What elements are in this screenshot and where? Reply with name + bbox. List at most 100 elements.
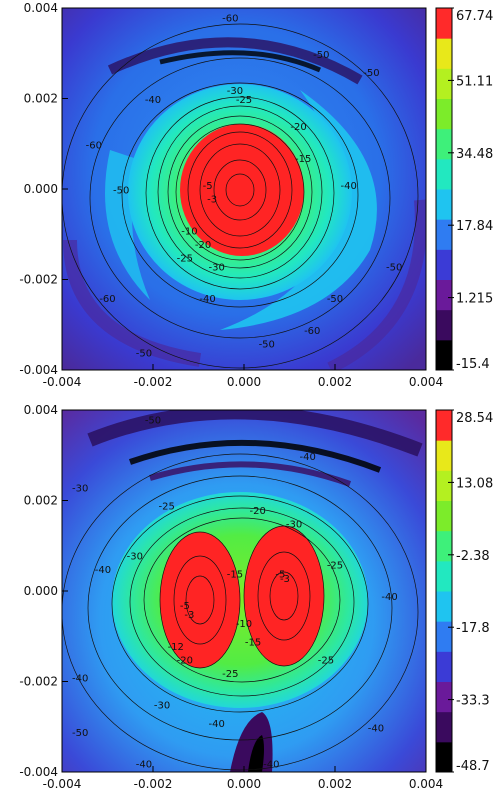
colorbar-tick-label: 51.11: [456, 74, 493, 89]
colorbar-segment: [436, 8, 452, 39]
contour-label: -3: [184, 610, 194, 621]
y-tick-label: -0.004: [19, 363, 58, 377]
panel-1-contour-labels: -60-50-50-40-60-50-30-25-20-15-40-5-3-10…: [86, 14, 403, 360]
colorbar-segment: [436, 530, 452, 562]
panel-1-plot-area: -60-50-50-40-60-50-30-25-20-15-40-5-3-10…: [62, 8, 426, 370]
panel-1-colorbar: 67.74 51.11 34.48 17.84 1.215 -15.4: [435, 7, 493, 372]
contour-label: -5: [275, 569, 285, 580]
contour-label: -3: [207, 195, 217, 206]
contour-label: -25: [236, 95, 252, 106]
contour-label: -40: [199, 294, 215, 305]
colorbar-tick-label: -15.4: [456, 357, 490, 372]
colorbar-segment: [436, 651, 452, 682]
contour-label: -40: [340, 181, 356, 192]
colorbar-segment: [436, 591, 452, 622]
contour-label: -30: [209, 262, 225, 273]
contour-label: -30: [72, 483, 88, 494]
contour-label: -50: [136, 348, 152, 359]
x-tick-label: -0.002: [134, 375, 173, 389]
panel-2-contour-labels: -50-40-30-25 -20-30-30-40 -15-25-5-3-40-5-…: [72, 416, 398, 771]
contour-label: -50: [113, 186, 129, 197]
contour-label: -40: [72, 674, 88, 685]
contour-label: -40: [95, 565, 111, 576]
contour-label: -25: [222, 669, 238, 680]
panel-2-red-lobe-right: [244, 526, 324, 666]
y-tick-label: 0.000: [24, 182, 58, 196]
contour-label: -40: [368, 723, 384, 734]
contour-label: -60: [99, 294, 115, 305]
colorbar-tick-label: 13.08: [456, 476, 493, 491]
x-tick-label: 0.000: [227, 777, 261, 791]
y-tick-label: 0.002: [24, 92, 58, 106]
x-tick-label: -0.002: [134, 777, 173, 791]
colorbar-segment: [436, 68, 452, 99]
colorbar-segment: [436, 741, 452, 773]
panel-1-swirl-arc: [327, 199, 426, 370]
contour-label: -60: [86, 140, 102, 151]
contour-label: -12: [168, 642, 184, 653]
contour-label: -40: [209, 719, 225, 730]
colorbar-tick-label: -48.7: [456, 759, 490, 774]
colorbar-segment: [436, 621, 452, 652]
colorbar-segment: [436, 309, 452, 341]
colorbar-frame: [435, 409, 453, 773]
colorbar-tick-label: -17.8: [456, 621, 490, 636]
panel-1-cyan-wing: [105, 150, 150, 300]
y-tick-label: 0.004: [24, 403, 58, 417]
colorbar-segment: [436, 339, 452, 371]
panel-1-swirl-arc: [159, 50, 321, 73]
y-tick-label: 0.000: [24, 584, 58, 598]
colorbar-segment: [436, 279, 452, 311]
contour-label: -20: [249, 506, 265, 517]
contour-label: -40: [381, 592, 397, 603]
contour-label: -40: [145, 95, 161, 106]
contour-label: -30: [154, 701, 170, 712]
contour-label: -50: [327, 294, 343, 305]
x-tick-label: 0.004: [409, 375, 443, 389]
y-tick-label: 0.002: [24, 494, 58, 508]
colorbar-frame: [435, 7, 453, 371]
contour-label: -25: [177, 253, 193, 264]
panel-2-colorbar: 28.54 13.08 -2.38 -17.8 -33.3 -48.7: [435, 409, 493, 774]
contour-label: -25: [327, 560, 343, 571]
contour-label: -50: [386, 262, 402, 273]
panel-2-bottom-plume: [248, 735, 264, 772]
colorbar-segment: [436, 470, 452, 501]
contour-label: -10: [236, 619, 252, 630]
contour-label: -50: [72, 728, 88, 739]
x-tick-label: 0.002: [318, 777, 352, 791]
colorbar-segment: [436, 560, 452, 592]
panel-2-swirl-arc: [149, 461, 352, 487]
colorbar-segment: [436, 440, 452, 471]
contour-label: -20: [177, 655, 193, 666]
contour-label: -40: [263, 759, 279, 770]
colorbar-segment: [436, 38, 452, 69]
contour-label: -3: [280, 574, 290, 585]
x-tick-label: 0.004: [409, 777, 443, 791]
colorbar-segment: [436, 711, 452, 743]
colorbar-tick-label: 34.48: [456, 147, 493, 162]
colorbar-tick-label: -2.38: [456, 549, 490, 564]
panel-2-y-ticks: -0.004 -0.002 0.000 0.002 0.004: [19, 403, 68, 779]
y-tick-label: 0.004: [24, 1, 58, 15]
colorbar-tick-label: 17.84: [456, 219, 493, 234]
colorbar-segment: [436, 219, 452, 250]
panel-1-y-ticks: -0.004 -0.002 0.000 0.002 0.004: [19, 1, 68, 377]
contour-label: -5: [180, 601, 190, 612]
contour-label: -25: [158, 502, 174, 513]
colorbar-tick-label: 67.74: [456, 9, 493, 24]
contour-label: -50: [259, 339, 275, 350]
contour-label: -15: [245, 637, 261, 648]
panel-2-swirl-arc: [129, 439, 382, 473]
x-tick-label: 0.000: [227, 375, 261, 389]
x-tick-label: -0.004: [43, 375, 82, 389]
contour-label: -20: [290, 122, 306, 133]
contour-label: -25: [318, 655, 334, 666]
colorbar-segment: [436, 128, 452, 160]
contour-label: -15: [295, 154, 311, 165]
colorbar-segment: [436, 500, 452, 532]
contour-label: -40: [300, 452, 316, 463]
contour-label: -20: [195, 240, 211, 251]
contour-label: -5: [203, 181, 213, 192]
x-tick-label: 0.002: [318, 375, 352, 389]
